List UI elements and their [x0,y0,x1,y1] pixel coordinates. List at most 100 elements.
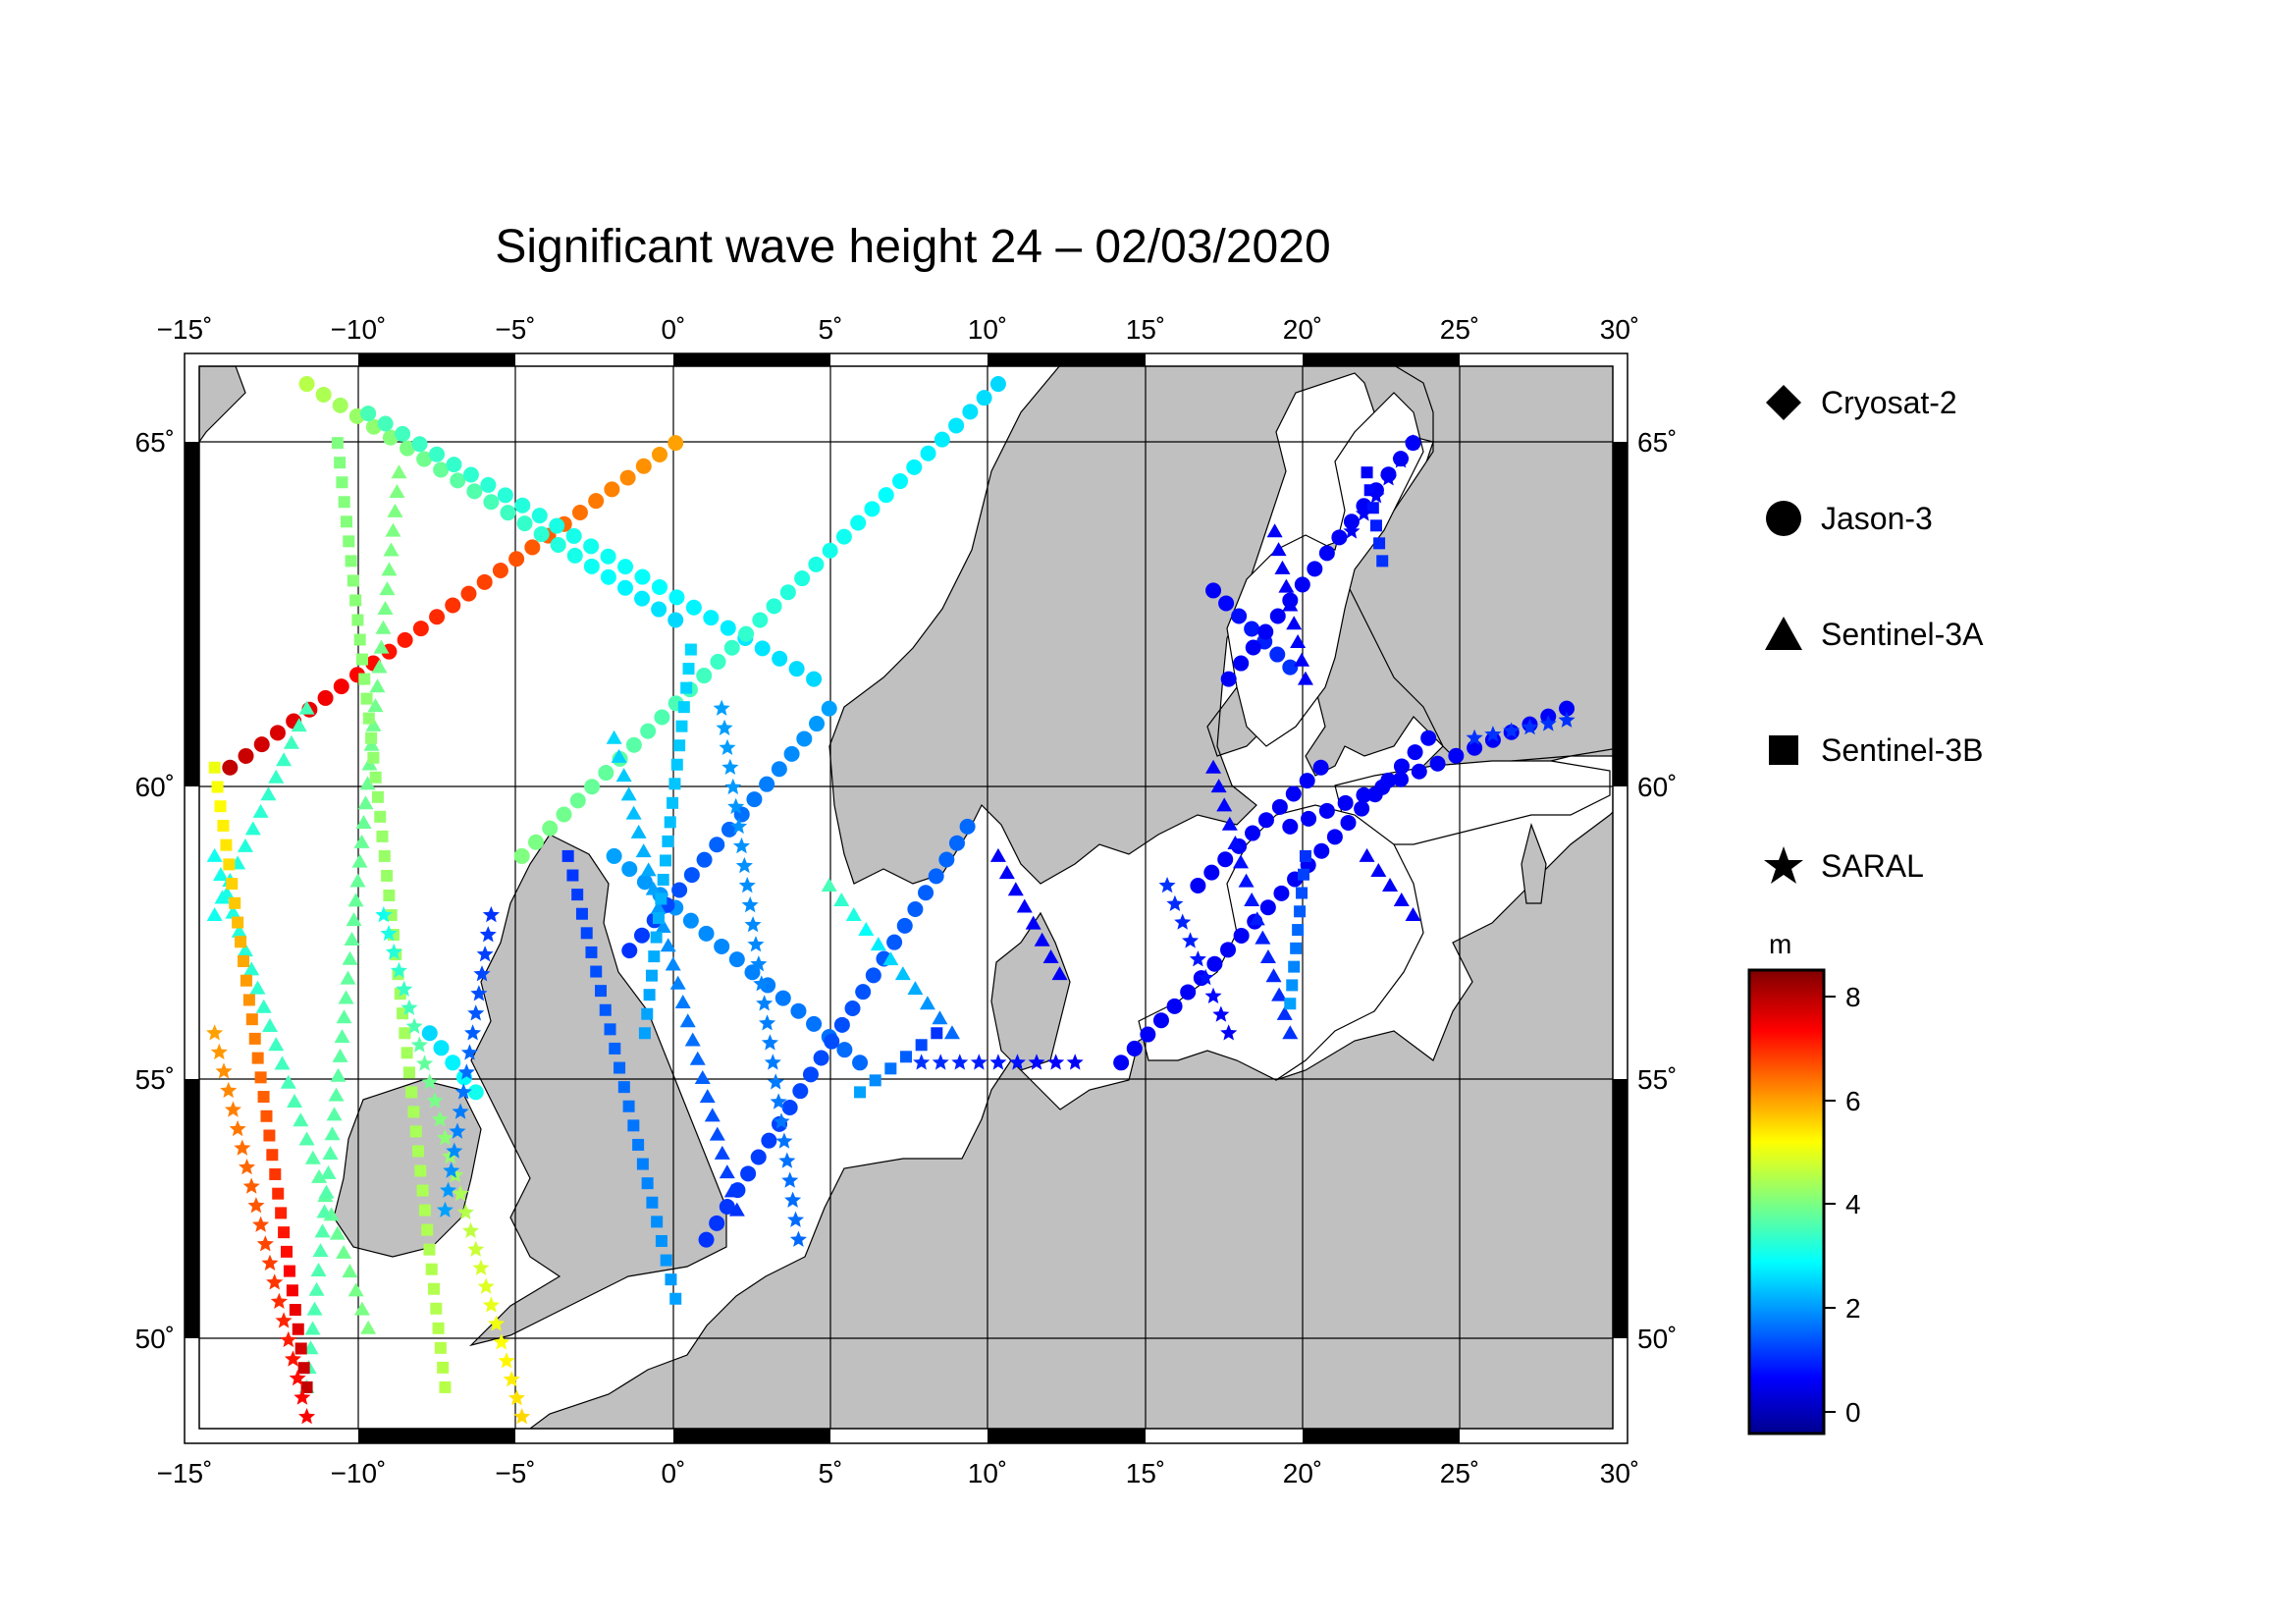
observation-marker [1126,1040,1143,1056]
observation-marker [497,487,513,504]
observation-marker [513,847,530,864]
observation-marker [1539,715,1557,731]
lon-label: 15˚ [1126,314,1165,345]
observation-marker [619,469,636,486]
series-sentinel-3b [208,437,1389,1393]
observation-marker [1379,469,1397,486]
observation-marker [367,698,384,713]
observation-marker [381,562,398,576]
observation-marker [1420,730,1437,746]
observation-marker [907,901,924,918]
observation-marker [585,946,598,958]
observation-marker [318,1184,335,1199]
observation-marker [716,719,733,735]
observation-marker [454,1083,472,1100]
observation-marker [709,837,725,853]
land-continent [529,811,1613,1429]
observation-marker [784,1191,802,1208]
observation-marker [948,417,965,434]
observation-marker [720,620,736,636]
observation-marker [632,1138,645,1151]
observation-marker [421,1223,434,1236]
colorbar-label: 6 [1845,1086,1861,1116]
observation-marker [482,1296,500,1313]
observation-marker [781,1099,798,1115]
observation-marker [684,643,697,656]
observation-marker [1307,561,1323,577]
observation-marker [569,792,586,809]
observation-marker [719,1198,735,1215]
observation-marker [255,999,272,1013]
observation-marker [283,1265,295,1277]
observation-marker [358,673,371,685]
observation-marker [500,505,516,521]
lon-label: 10˚ [968,314,1007,345]
observation-marker [400,440,416,457]
observation-marker [918,885,934,901]
observation-marker [723,639,740,656]
observation-marker [1180,984,1197,1001]
observation-marker [467,1240,485,1257]
observation-marker [561,849,574,862]
observation-marker [312,1243,329,1258]
observation-marker [1318,545,1335,562]
observation-marker [604,1023,616,1036]
observation-marker [1220,1024,1238,1041]
observation-marker [389,484,405,499]
observation-marker [770,1093,787,1109]
observation-marker [240,974,252,987]
observation-marker [418,1204,431,1217]
observation-marker [466,483,483,500]
observation-marker [627,1119,640,1132]
observation-marker [1367,487,1385,504]
observation-marker [634,590,651,607]
observation-marker [260,786,277,801]
observation-marker [310,1262,327,1276]
observation-marker [616,579,633,596]
observation-marker [636,874,653,891]
observation-marker [1203,864,1220,881]
observation-marker [374,810,387,823]
observation-marker [362,712,375,725]
chart-title: Significant wave height 24 – 02/03/2020 [495,221,1331,273]
observation-marker [253,736,270,753]
observation-marker [600,568,616,585]
observation-marker [651,1216,664,1228]
lon-label: 30˚ [1600,1458,1639,1488]
observation-marker [1467,739,1483,756]
observation-marker [467,1004,485,1021]
observation-marker [208,761,221,774]
colorbar-unit: m [1769,929,1792,959]
observation-marker [1231,608,1248,624]
baltic-sea [1138,804,1424,1081]
observation-marker [425,1263,438,1275]
observation-marker [1484,731,1501,748]
observation-marker [696,668,713,684]
observation-marker [727,797,745,815]
observation-marker [336,1244,352,1259]
observation-marker [1370,862,1387,877]
observation-marker [315,386,332,403]
observation-marker [907,981,924,996]
observation-marker [383,889,396,901]
observation-marker [556,806,572,823]
observation-marker [1405,434,1422,451]
observation-marker [600,548,616,565]
observation-marker [498,1352,515,1369]
observation-marker [336,476,348,489]
observation-marker [730,817,748,835]
observation-marker [1292,924,1305,937]
observation-marker [1166,894,1184,911]
observation-marker [1166,998,1183,1014]
observation-marker [1259,948,1276,963]
observation-marker [1382,877,1399,892]
observation-marker [355,815,372,830]
observation-marker [584,779,601,795]
observation-marker [617,559,634,575]
observation-marker [1204,987,1222,1003]
observation-marker [347,1282,364,1297]
observation-marker [1366,502,1379,514]
observation-marker [395,425,411,442]
observation-marker [467,1084,484,1101]
observation-marker [657,873,669,886]
